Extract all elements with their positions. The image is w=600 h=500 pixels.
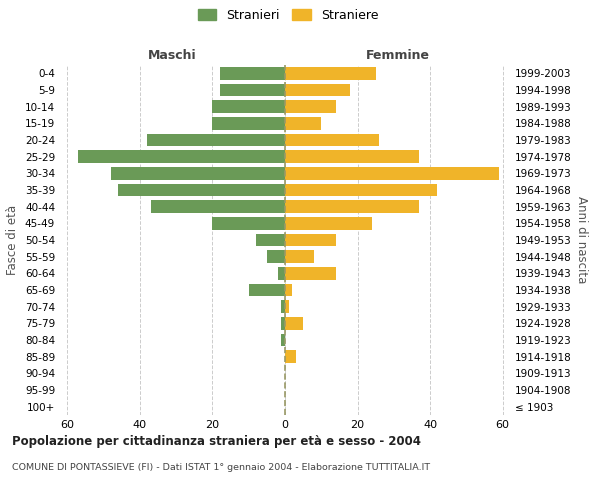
Bar (285, 67, 376, 80)
Y-axis label: Anni di nascita: Anni di nascita (575, 196, 588, 284)
Bar (285, 284, 292, 296)
Y-axis label: Fasce di età: Fasce di età (7, 205, 19, 275)
Bar (285, 100, 336, 113)
Bar (256, 234, 285, 246)
Bar (285, 350, 296, 363)
Bar (147, 134, 285, 146)
Bar (220, 84, 285, 96)
Bar (285, 184, 437, 196)
Bar (267, 250, 285, 263)
Bar (285, 317, 303, 330)
Bar (278, 267, 285, 280)
Bar (285, 150, 419, 163)
Bar (212, 117, 285, 130)
Bar (285, 167, 499, 179)
Bar (281, 317, 285, 330)
Bar (285, 134, 379, 146)
Bar (118, 184, 285, 196)
Bar (111, 167, 285, 179)
Bar (285, 250, 314, 263)
Bar (212, 100, 285, 113)
Bar (78, 150, 285, 163)
Bar (285, 117, 321, 130)
Bar (285, 84, 350, 96)
Bar (285, 300, 289, 313)
Bar (212, 217, 285, 230)
Text: Femmine: Femmine (365, 48, 430, 62)
Bar (285, 267, 336, 280)
Bar (285, 217, 372, 230)
Legend: Stranieri, Straniere: Stranieri, Straniere (197, 8, 379, 22)
Bar (285, 200, 419, 213)
Bar (249, 284, 285, 296)
Bar (220, 67, 285, 80)
Text: COMUNE DI PONTASSIEVE (FI) - Dati ISTAT 1° gennaio 2004 - Elaborazione TUTTITALI: COMUNE DI PONTASSIEVE (FI) - Dati ISTAT … (12, 462, 430, 471)
Bar (151, 200, 285, 213)
Bar (281, 334, 285, 346)
Bar (285, 234, 336, 246)
Text: Maschi: Maschi (148, 48, 197, 62)
Text: Popolazione per cittadinanza straniera per età e sesso - 2004: Popolazione per cittadinanza straniera p… (12, 435, 421, 448)
Bar (281, 300, 285, 313)
